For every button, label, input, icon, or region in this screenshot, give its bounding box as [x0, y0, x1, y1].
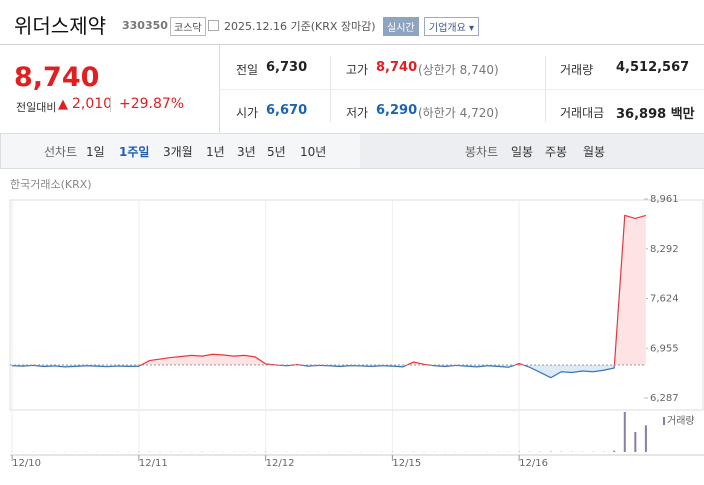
stat-value: 4,512,567 [616, 60, 690, 75]
stock-code: 330350 [122, 19, 168, 32]
stat-label: 고가 [346, 63, 369, 77]
x-tick-label: 12/16 [519, 458, 548, 469]
tab[interactable]: 월봉 [583, 145, 606, 159]
up-arrow: ▲ [58, 97, 68, 112]
change-rate: +29.87% [110, 96, 184, 112]
tab-bar-right [360, 134, 704, 168]
stat-note: (하한가 4,720) [418, 106, 499, 120]
stat-value: 6,670 [266, 103, 308, 118]
stock-name: 위더스제약 [14, 14, 106, 38]
current-price: 8,740 [14, 62, 100, 93]
stat-label: 저가 [346, 106, 369, 120]
tab[interactable]: 1주일 [119, 145, 150, 159]
tab[interactable]: 1년 [206, 145, 225, 159]
tab-label: 봉차트 [465, 145, 499, 159]
y-tick-label: 6,955 [650, 343, 679, 354]
volume-label: 거래량 [667, 415, 695, 427]
stat-value: 6,730 [266, 60, 308, 75]
divider [220, 89, 704, 90]
stat-label: 거래대금 [560, 106, 605, 120]
price-line [29, 214, 647, 366]
tab[interactable]: 주봉 [545, 145, 568, 159]
area-fill [12, 365, 646, 378]
chart: 12/10 12/11 12/12 12/15 12/16 8,961 8,292 7,624… [9, 194, 704, 469]
tab[interactable]: 5년 [267, 145, 286, 159]
volume-bar [634, 432, 637, 452]
change-label: 전일대비 [16, 101, 57, 114]
stat-label: 전일 [236, 63, 259, 77]
stat-value: 6,290 [376, 103, 418, 118]
area-fill [141, 215, 646, 366]
stat-label: 거래량 [560, 63, 594, 77]
tab[interactable]: 3년 [237, 145, 256, 159]
x-tick-label: 12/15 [392, 458, 421, 469]
price-line [12, 365, 616, 379]
volume-bar [644, 425, 647, 452]
divider [219, 45, 220, 133]
realtime-button[interactable]: 실시간 [383, 17, 419, 36]
change: 2,010 [72, 96, 113, 112]
source: 한국거래소(KRX) [10, 178, 92, 191]
tab-label: 선차트 [44, 145, 78, 159]
x-tick-label: 12/10 [12, 458, 41, 469]
volume-bar [613, 450, 616, 452]
x-tick-label: 12/11 [139, 458, 168, 469]
date: 2025.12.16 기준(KRX 장마감) [224, 20, 376, 33]
price-pane [9, 199, 704, 411]
y-tick-label: 6,287 [650, 393, 679, 404]
tab[interactable]: 10년 [300, 145, 327, 159]
divider [0, 44, 704, 45]
y-tick-label: 7,624 [650, 294, 679, 305]
stat-note: (상한가 8,740) [418, 63, 499, 77]
stat-value: 36,898 백만 [616, 107, 695, 122]
x-tick-label: 12/12 [266, 458, 295, 469]
calendar-icon [208, 20, 219, 31]
volume-legend-mark [663, 417, 665, 425]
stat-label: 시가 [236, 106, 259, 120]
volume-bar [623, 412, 626, 452]
company-button[interactable]: 기업개요 ▾ [424, 17, 479, 36]
tab[interactable]: 1일 [86, 145, 105, 159]
stat-value: 8,740 [376, 60, 418, 75]
y-tick-label: 8,961 [650, 194, 679, 205]
tab[interactable]: 일봉 [511, 145, 534, 159]
tab[interactable]: 3개월 [163, 145, 193, 159]
market-badge: 코스닥 [170, 17, 206, 36]
y-tick-label: 8,292 [650, 244, 679, 255]
